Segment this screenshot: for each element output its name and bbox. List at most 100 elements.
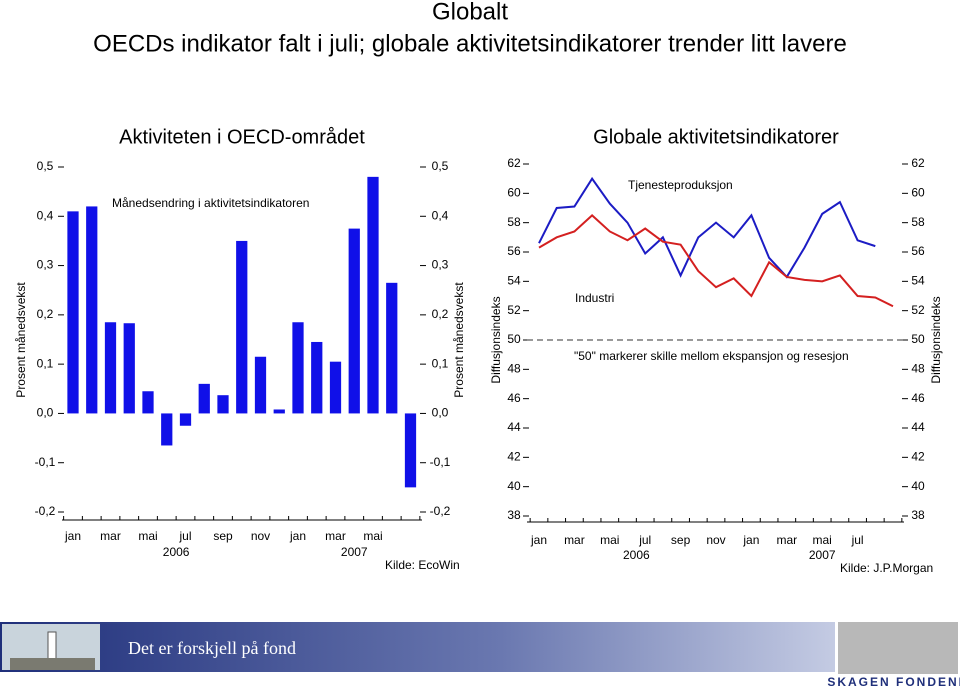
source: Kilde: EcoWin <box>385 558 460 572</box>
y-tick-label: -0,1 <box>35 455 56 469</box>
y2-tick-label: 54 <box>911 274 925 288</box>
y-tick-label: 52 <box>507 303 521 317</box>
y-tick-label: 62 <box>507 156 521 170</box>
legend-label: Industri <box>575 291 614 305</box>
x-tick-label: nov <box>706 533 725 547</box>
bar <box>348 228 360 414</box>
y2-tick-label: 0,3 <box>432 258 449 272</box>
bar <box>198 383 210 414</box>
bar <box>217 395 229 414</box>
x-tick-label: jul <box>178 529 191 543</box>
annotation: "50" markerer skille mellom ekspansjon o… <box>574 349 849 363</box>
y2-tick-label: 56 <box>911 244 925 258</box>
y2-tick-label: -0,2 <box>430 504 451 518</box>
x-tick-label: jan <box>289 529 306 543</box>
y2-tick-label: 46 <box>911 391 925 405</box>
bar <box>179 413 192 426</box>
y-tick-label: -0,2 <box>35 504 56 518</box>
bar <box>104 322 117 414</box>
y2-tick-label: 38 <box>911 508 925 522</box>
x-tick-label: sep <box>213 529 233 543</box>
x-tick-label: jul <box>851 533 864 547</box>
footer: Det er forskjell på fond SKAGEN FONDENE <box>0 622 960 689</box>
y2-tick-label: 60 <box>911 186 925 200</box>
x-tick-label: mai <box>600 533 619 547</box>
y2-tick-label: 44 <box>911 420 925 434</box>
y-tick-label: 48 <box>507 362 521 376</box>
y-tick-label: 0,3 <box>37 258 54 272</box>
bar <box>292 322 304 414</box>
series-line <box>538 213 894 308</box>
y2-tick-label: 58 <box>911 215 925 229</box>
y-tick-label: 58 <box>507 215 521 229</box>
chart-title: Aktiviteten i OECD-området <box>119 126 365 148</box>
bar <box>254 356 267 414</box>
x-tick-label: mar <box>100 529 121 543</box>
y-tick-label: 56 <box>507 244 521 258</box>
annotation: Månedsendring i aktivitetsindikatoren <box>112 196 309 210</box>
y2-axis-label: Diffusjonsindeks <box>929 296 943 383</box>
y-tick-label: 38 <box>507 508 521 522</box>
y-tick-label: 46 <box>507 391 521 405</box>
year-label: 2006 <box>623 548 650 562</box>
logo: SKAGEN FONDENE <box>827 675 960 689</box>
bar <box>67 211 79 414</box>
series-line <box>538 176 876 279</box>
y2-tick-label: 0,0 <box>432 406 449 420</box>
bar <box>329 361 342 414</box>
y-tick-label: 44 <box>507 420 521 434</box>
y-axis-label: Diffusjonsindeks <box>489 296 503 383</box>
footer-band <box>0 622 835 672</box>
source: Kilde: J.P.Morgan <box>840 561 933 575</box>
year-label: 2007 <box>341 545 368 559</box>
y-tick-label: 60 <box>507 186 521 200</box>
x-tick-label: mai <box>813 533 832 547</box>
y-tick-label: 0,4 <box>37 208 54 222</box>
x-tick-label: mai <box>138 529 157 543</box>
y2-tick-label: 48 <box>911 362 925 376</box>
x-tick-label: jan <box>530 533 547 547</box>
legend-label: Tjenesteproduksjon <box>628 178 733 192</box>
y2-axis-label: Prosent månedsvekst <box>452 282 466 398</box>
slide-title: Globalt <box>432 0 508 25</box>
y-tick-label: 0,5 <box>37 159 54 173</box>
y-tick-label: 0,2 <box>37 307 54 321</box>
y2-tick-label: 0,4 <box>432 208 449 222</box>
bar <box>161 413 173 446</box>
y2-tick-label: 0,1 <box>432 356 449 370</box>
y2-tick-label: 52 <box>911 303 925 317</box>
year-label: 2006 <box>163 545 190 559</box>
y-tick-label: 40 <box>507 479 521 493</box>
bar <box>404 413 417 488</box>
bar <box>311 341 323 414</box>
y2-tick-label: 50 <box>911 332 925 346</box>
bar <box>123 323 135 414</box>
x-tick-label: mar <box>776 533 797 547</box>
x-tick-label: sep <box>671 533 691 547</box>
x-tick-label: jan <box>742 533 759 547</box>
chart-title: Globale aktivitetsindikatorer <box>593 126 839 148</box>
bar <box>367 176 379 414</box>
y-axis-label: Prosent månedsvekst <box>14 282 28 398</box>
bar <box>386 282 398 414</box>
y-tick-label: 0,0 <box>37 406 54 420</box>
y2-tick-label: 42 <box>911 450 925 464</box>
y2-tick-label: -0,1 <box>430 455 451 469</box>
y2-tick-label: 40 <box>911 479 925 493</box>
x-tick-label: mar <box>325 529 346 543</box>
x-tick-label: nov <box>251 529 270 543</box>
bar <box>142 391 154 414</box>
y-tick-label: 42 <box>507 450 521 464</box>
rocks <box>10 658 95 670</box>
bar <box>86 206 98 414</box>
lighthouse <box>47 631 57 663</box>
year-label: 2007 <box>809 548 836 562</box>
logo-image <box>838 622 958 674</box>
y-tick-label: 54 <box>507 274 521 288</box>
y-tick-label: 50 <box>507 332 521 346</box>
y2-tick-label: 0,2 <box>432 307 449 321</box>
x-tick-label: jan <box>64 529 81 543</box>
x-tick-label: mai <box>363 529 382 543</box>
bar <box>236 240 248 414</box>
